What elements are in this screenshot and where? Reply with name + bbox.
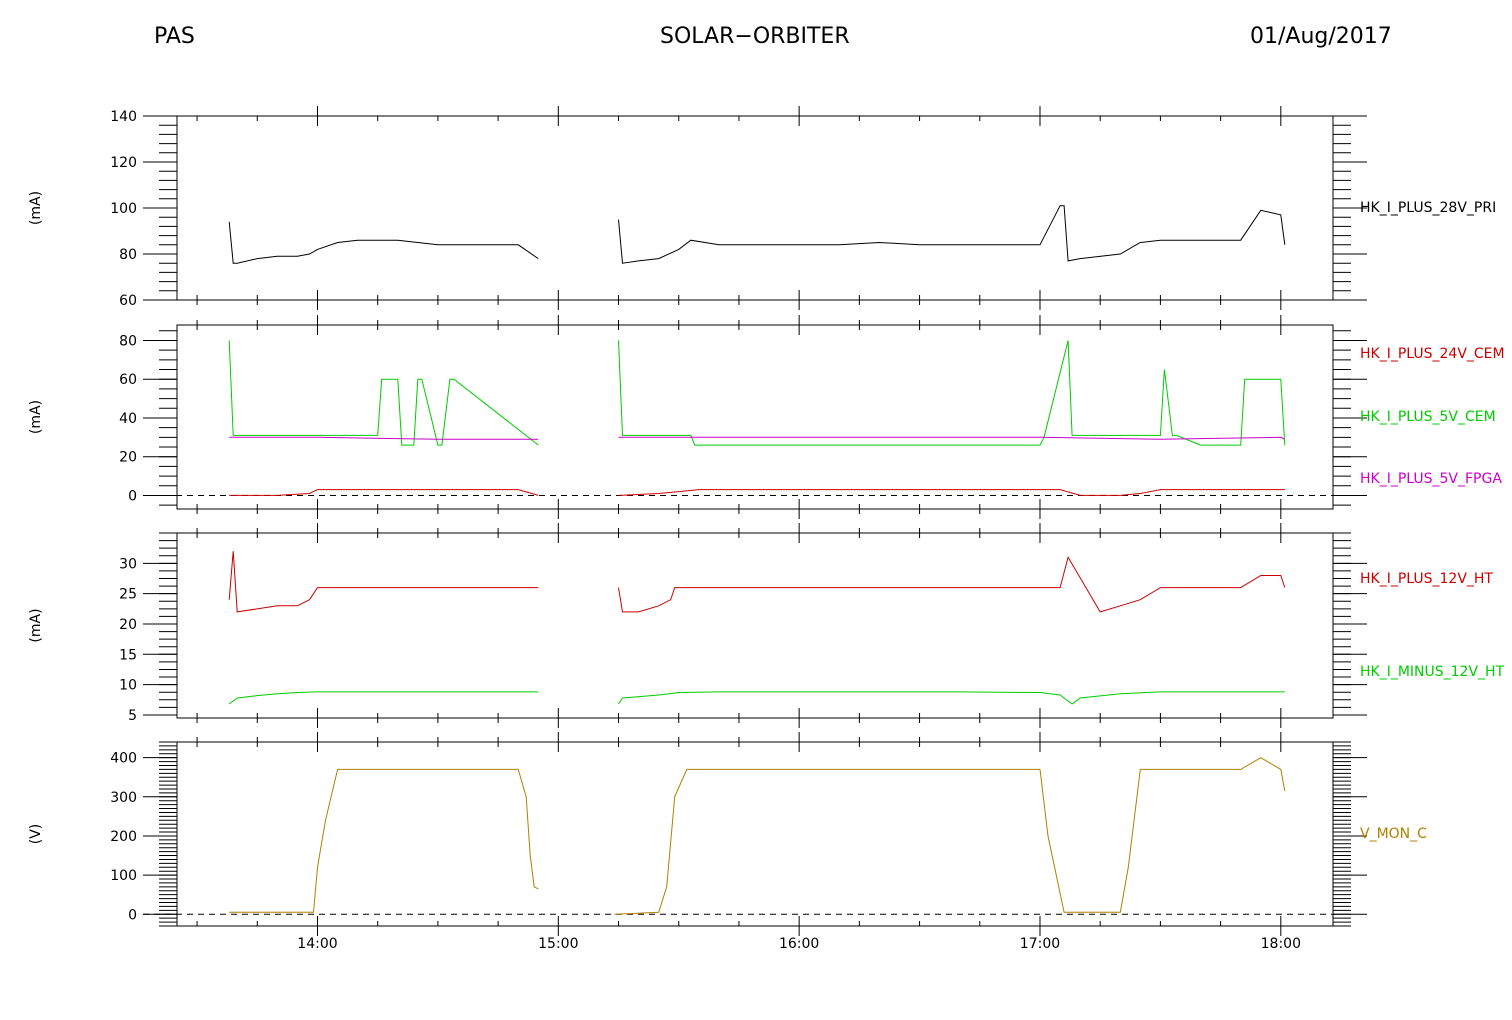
series-label: HK_I_PLUS_28V_PRI — [1360, 200, 1496, 216]
series-line-hk-i-plus-12v-ht — [228, 551, 1286, 613]
series-line-hk-i-plus-24v-cem — [229, 489, 1285, 496]
x-tick-label: 17:00 — [1020, 936, 1060, 952]
series-label: HK_I_MINUS_12V_HT — [1360, 664, 1505, 680]
series-label: V_MON_C — [1360, 826, 1427, 842]
y-tick-label: 400 — [110, 751, 137, 767]
y-tick-label: 0 — [128, 907, 137, 923]
y-tick-label: 60 — [119, 372, 137, 388]
series-line-hk-i-plus-5v-fpga — [229, 436, 1286, 440]
header-mission: SOLAR−ORBITER — [660, 24, 850, 49]
y-tick-label: 20 — [119, 617, 137, 633]
y-tick-label: 5 — [128, 708, 137, 724]
y-tick-label: 25 — [119, 587, 137, 603]
series-label: HK_I_PLUS_5V_CEM — [1360, 409, 1496, 425]
series-line-v-mon-c — [229, 757, 1286, 915]
y-tick-label: 60 — [119, 293, 137, 309]
panel-4-frame — [176, 741, 1334, 927]
series-line-hk-i-plus-5v-cem — [228, 340, 1286, 446]
y-tick-label: 120 — [110, 155, 137, 171]
y-tick-label: 100 — [110, 201, 137, 217]
y-tick-label: 20 — [119, 450, 137, 466]
y-tick-label: 30 — [119, 556, 137, 572]
y-tick-label: 10 — [119, 678, 137, 694]
y-tick-label: 300 — [110, 790, 137, 806]
y-axis-label: (V) — [28, 824, 44, 845]
y-tick-label: 140 — [110, 109, 137, 125]
y-tick-label: 15 — [119, 647, 137, 663]
series-label: HK_I_PLUS_12V_HT — [1360, 571, 1493, 587]
y-axis-label: (mA) — [28, 608, 44, 642]
series-label: HK_I_PLUS_5V_FPGA — [1360, 471, 1502, 487]
series-line-hk-i-plus-28v-pri — [228, 205, 1286, 264]
panel-2-frame — [176, 324, 1334, 510]
y-tick-label: 100 — [110, 868, 137, 884]
y-tick-label: 80 — [119, 333, 137, 349]
panel-3-frame — [176, 532, 1334, 719]
y-tick-label: 40 — [119, 411, 137, 427]
y-axis-label: (mA) — [28, 400, 44, 434]
series-line-hk-i-minus-12v-ht — [228, 691, 1285, 705]
x-tick-label: 16:00 — [779, 936, 819, 952]
x-tick-label: 15:00 — [538, 936, 578, 952]
x-tick-label: 18:00 — [1261, 936, 1301, 952]
y-tick-label: 80 — [119, 247, 137, 263]
series-label: HK_I_PLUS_24V_CEM — [1360, 346, 1505, 362]
y-tick-label: 0 — [128, 488, 137, 504]
y-tick-label: 200 — [110, 829, 137, 845]
header-instrument: PAS — [154, 24, 195, 49]
x-tick-label: 14:00 — [297, 936, 337, 952]
header-date: 01/Aug/2017 — [1250, 24, 1392, 49]
panel-1-frame — [176, 115, 1334, 301]
y-axis-label: (mA) — [28, 191, 44, 225]
